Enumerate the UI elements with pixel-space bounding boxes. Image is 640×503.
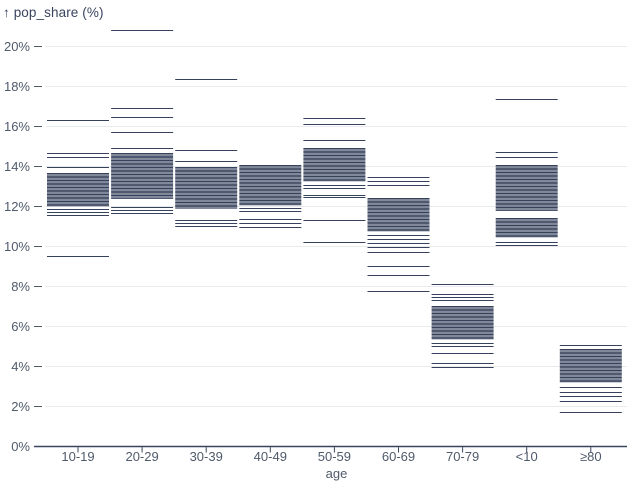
x-axis-tick-label: 60-69 xyxy=(382,449,415,464)
x-axis-tick-label: <10 xyxy=(516,449,538,464)
x-axis-label: age xyxy=(326,466,348,481)
y-axis-tick-label: 20% xyxy=(4,39,30,54)
y-axis-tick-label: 0% xyxy=(11,439,30,454)
x-axis-tick-label: 30-39 xyxy=(190,449,223,464)
y-axis-tick-label: 8% xyxy=(11,279,30,294)
y-axis-tick-label: 6% xyxy=(11,319,30,334)
y-axis-tick-label: 4% xyxy=(11,359,30,374)
x-axis-tick-label: ≥80 xyxy=(580,449,602,464)
x-axis-tick-label: 70-79 xyxy=(446,449,479,464)
y-axis-tick-label: 14% xyxy=(4,159,30,174)
x-axis-tick-label: 50-59 xyxy=(318,449,351,464)
y-axis-tick-label: 12% xyxy=(4,199,30,214)
y-axis-tick-label: 18% xyxy=(4,79,30,94)
y-axis-title: ↑ pop_share (%) xyxy=(3,5,104,20)
x-axis-tick-label: 40-49 xyxy=(254,449,287,464)
y-axis-tick-label: 2% xyxy=(11,399,30,414)
x-axis-tick-label: 20-29 xyxy=(125,449,158,464)
y-axis-tick-label: 16% xyxy=(4,119,30,134)
y-axis-tick-label: 10% xyxy=(4,239,30,254)
x-axis-tick-label: 10-19 xyxy=(61,449,94,464)
